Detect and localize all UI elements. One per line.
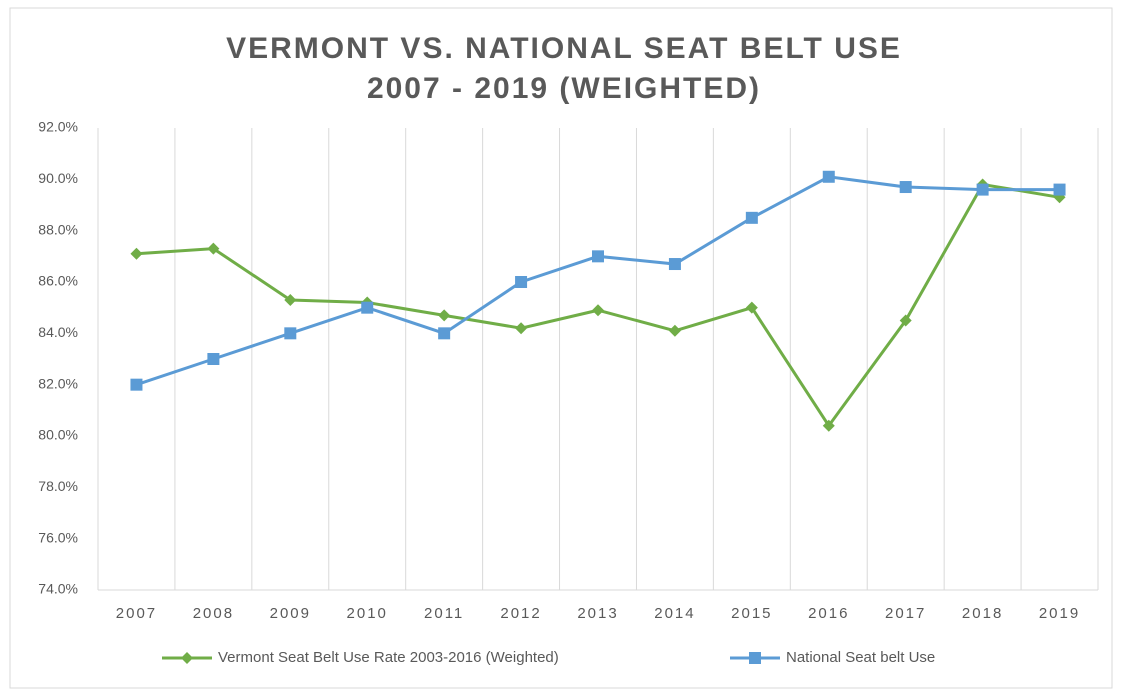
marker — [592, 304, 604, 317]
marker — [749, 652, 761, 664]
y-tick-label: 92.0% — [38, 119, 78, 135]
x-tick-label: 2018 — [962, 605, 1003, 622]
y-tick-label: 80.0% — [38, 427, 78, 443]
x-tick-label: 2013 — [577, 605, 618, 622]
x-tick-label: 2011 — [424, 605, 464, 622]
y-tick-label: 84.0% — [38, 324, 78, 340]
marker — [361, 301, 374, 314]
marker — [515, 322, 528, 335]
x-tick-label: 2007 — [116, 605, 157, 622]
legend-label: Vermont Seat Belt Use Rate 2003-2016 (We… — [218, 649, 559, 666]
marker — [284, 327, 297, 340]
marker — [438, 309, 451, 322]
marker — [207, 242, 220, 255]
y-tick-label: 86.0% — [38, 273, 78, 289]
x-tick-label: 2015 — [731, 605, 772, 622]
marker — [1053, 183, 1066, 196]
marker — [822, 170, 835, 183]
marker — [745, 301, 758, 314]
y-tick-label: 90.0% — [38, 170, 78, 186]
marker — [668, 324, 681, 337]
chart-subtitle: 2007 - 2019 (WEIGHTED) — [367, 72, 761, 105]
chart-title: VERMONT VS. NATIONAL SEAT BELT USE — [226, 32, 902, 65]
marker — [899, 181, 912, 194]
x-tick-label: 2017 — [885, 605, 926, 622]
marker — [745, 211, 758, 224]
marker — [515, 276, 528, 288]
marker — [130, 378, 143, 391]
marker — [668, 258, 681, 271]
x-tick-label: 2019 — [1039, 605, 1080, 622]
y-tick-label: 76.0% — [38, 529, 78, 545]
marker — [976, 183, 989, 196]
x-tick-label: 2010 — [347, 605, 388, 622]
y-tick-label: 88.0% — [38, 221, 78, 237]
y-tick-label: 78.0% — [38, 478, 78, 494]
marker — [822, 419, 835, 432]
x-tick-label: 2014 — [654, 605, 695, 622]
y-tick-label: 74.0% — [38, 581, 78, 597]
marker — [130, 247, 143, 260]
marker — [284, 293, 297, 306]
x-tick-label: 2009 — [270, 605, 311, 622]
x-tick-label: 2016 — [808, 605, 849, 622]
legend-label: National Seat belt Use — [786, 649, 935, 666]
y-tick-label: 82.0% — [38, 375, 78, 391]
x-tick-label: 2008 — [193, 605, 234, 622]
marker — [592, 250, 604, 263]
chart-border — [9, 7, 1113, 689]
marker — [181, 652, 193, 664]
x-tick-label: 2012 — [500, 605, 541, 622]
marker — [899, 314, 912, 327]
marker — [207, 353, 220, 365]
marker — [438, 327, 451, 340]
